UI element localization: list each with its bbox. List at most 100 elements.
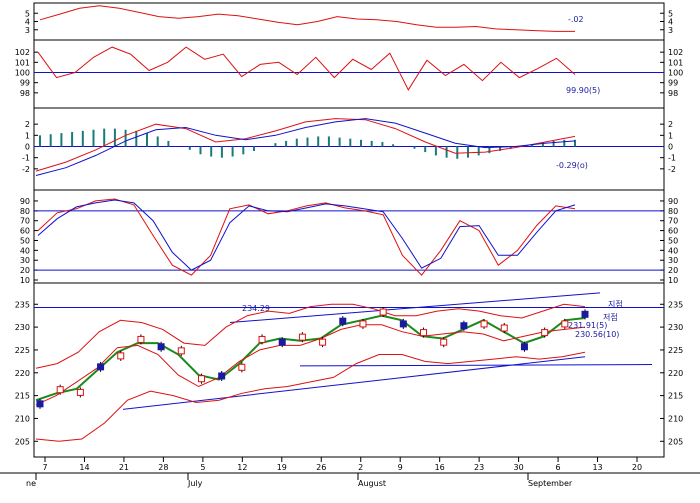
x-tick-label-12: 30 (514, 463, 524, 472)
series-line-2-1 (35, 118, 576, 176)
y-tick-label-left-2-4: -2 (22, 165, 30, 174)
x-tick-label-4: 5 (200, 463, 205, 472)
x-tick-label-7: 26 (316, 463, 326, 472)
x-tick-label-9: 9 (398, 463, 403, 472)
candle-body-5 (137, 335, 145, 343)
y-tick-label-left-3-0: 90 (20, 197, 30, 206)
y-tick-label-right-2-0: 2 (668, 120, 673, 129)
price-annotation-1: 234.29 (242, 304, 270, 313)
x-tick-label-10: 16 (435, 463, 445, 472)
candle-body-18 (399, 320, 407, 328)
y-tick-label-right-0-0: 5 (668, 9, 673, 18)
chart-labels: -.02 99.90(5) -0.29(o) 234.29 지점 저점 231.… (242, 15, 623, 339)
x-tick-label-3: 28 (158, 463, 168, 472)
x-tick-label-2: 21 (119, 463, 129, 472)
y-tick-label-right-4-1: 230 (668, 323, 683, 332)
y-tick-label-right-0-1: 4 (668, 18, 673, 27)
y-tick-label-left-2-1: 1 (25, 131, 30, 140)
y-tick-label-right-1-1: 101 (668, 58, 683, 67)
series-line-3-1 (37, 199, 576, 271)
candle-body-17 (379, 308, 387, 316)
y-tick-label-right-2-3: -1 (668, 154, 676, 163)
candle-body-13 (298, 333, 306, 341)
y-tick-label-right-1-3: 99 (668, 79, 678, 88)
candle-body-24 (520, 343, 528, 351)
chart-panels (34, 5, 664, 276)
candle-body-2 (76, 388, 84, 396)
y-tick-label-right-3-8: 10 (668, 276, 678, 285)
candle-body-1 (56, 386, 64, 394)
y-tick-label-right-1-2: 100 (668, 69, 683, 78)
y-tick-label-right-3-0: 90 (668, 197, 678, 206)
candle-body-7 (177, 347, 185, 355)
y-tick-label-left-4-1: 230 (15, 323, 30, 332)
y-tick-label-left-1-3: 99 (20, 79, 30, 88)
candle-body-8 (197, 375, 205, 383)
trendline-support (299, 364, 653, 367)
candle-body-11 (258, 335, 266, 343)
candle-body-20 (440, 338, 448, 346)
candle-body-9 (218, 372, 226, 380)
y-tick-label-left-2-3: -1 (22, 154, 30, 163)
y-tick-label-right-3-5: 40 (668, 246, 678, 255)
price-panel (34, 292, 664, 442)
y-tick-label-left-4-3: 220 (15, 369, 30, 378)
series-line-4-2 (35, 324, 586, 406)
y-tick-label-left-2-0: 2 (25, 120, 30, 129)
macd-value-label: -0.29(o) (556, 161, 588, 170)
y-tick-label-right-3-3: 60 (668, 227, 678, 236)
x-tick-label-6: 19 (277, 463, 287, 472)
candle-body-12 (278, 338, 286, 346)
y-tick-label-left-4-4: 215 (15, 392, 30, 401)
y-tick-label-left-3-3: 60 (20, 227, 30, 236)
y-tick-label-right-3-2: 70 (668, 217, 678, 226)
y-tick-label-left-2-2: 0 (25, 143, 30, 152)
y-tick-label-right-1-0: 102 (668, 48, 683, 57)
candle-body-19 (420, 329, 428, 337)
x-tick-label-13: 6 (556, 463, 561, 472)
x-tick-label-0: 7 (42, 463, 47, 472)
series-line-4-3 (35, 351, 586, 442)
series-line-0-0 (39, 5, 575, 32)
candle-body-15 (339, 317, 347, 325)
y-tick-label-right-3-4: 50 (668, 236, 678, 245)
y-tick-label-left-4-2: 225 (15, 346, 30, 355)
y-tick-label-right-2-2: 0 (668, 143, 673, 152)
y-tick-label-right-1-4: 98 (668, 89, 678, 98)
candle-body-16 (359, 320, 367, 328)
candle-body-10 (238, 363, 246, 371)
candle-body-14 (319, 338, 327, 346)
series-line-4-0 (35, 314, 586, 402)
candle-body-3 (97, 363, 105, 371)
price-value-label-1: 231.91(5) (568, 321, 607, 330)
price-annotation-3: 저점 (603, 312, 618, 322)
y-tick-label-left-4-6: 205 (15, 437, 30, 446)
candle-body-27 (581, 310, 589, 318)
y-tick-label-right-2-1: 1 (668, 131, 673, 140)
x-tick-label-15: 20 (632, 463, 642, 472)
y-tick-label-right-2-4: -2 (668, 165, 676, 174)
plot-border (33, 2, 665, 458)
y-tick-label-right-3-7: 20 (668, 266, 678, 275)
osc2-value-label: 99.90(5) (566, 86, 600, 95)
y-tick-label-right-4-5: 210 (668, 414, 683, 423)
y-tick-label-right-3-6: 30 (668, 256, 678, 265)
series-line-3-0 (37, 198, 576, 276)
month-label-3: September (528, 479, 573, 488)
candle-body-0 (36, 400, 44, 408)
osc1-value-label: -.02 (568, 15, 584, 24)
candle-body-4 (117, 352, 125, 360)
y-tick-label-right-0-2: 3 (668, 26, 673, 35)
x-tick-label-11: 23 (474, 463, 484, 472)
y-tick-label-right-4-2: 225 (668, 346, 683, 355)
series-line-1-0 (37, 46, 576, 91)
price-annotation-2: 지점 (608, 299, 623, 309)
x-tick-label-8: 2 (358, 463, 363, 472)
y-tick-label-left-4-5: 210 (15, 414, 30, 423)
y-tick-label-left-3-4: 50 (20, 236, 30, 245)
candle-body-26 (561, 320, 569, 328)
candle-body-25 (541, 329, 549, 337)
